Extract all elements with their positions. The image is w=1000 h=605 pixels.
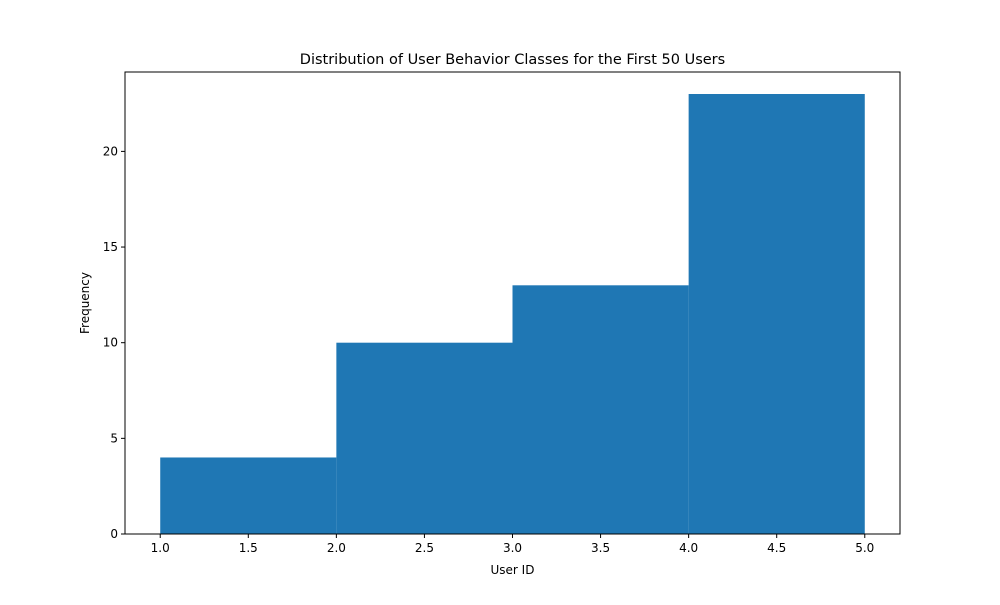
chart-title: Distribution of User Behavior Classes fo… [300, 52, 725, 68]
y-tick-label: 10 [103, 336, 118, 350]
x-tick-label: 3.0 [503, 541, 522, 555]
histogram-bar [688, 94, 865, 534]
y-axis-label: Frequency [78, 272, 92, 334]
x-tick-label: 4.0 [679, 541, 698, 555]
y-tick-label: 15 [103, 240, 118, 254]
histogram-bar [512, 285, 689, 534]
x-tick-label: 1.5 [239, 541, 258, 555]
x-axis-label: User ID [491, 563, 535, 577]
y-tick-label: 5 [110, 431, 118, 445]
y-axis-ticks: 0 5 10 15 20 [103, 144, 125, 541]
x-axis-ticks: 1.0 1.5 2.0 2.5 3.0 3.5 4.0 4.5 5.0 [151, 534, 874, 555]
x-tick-label: 1.0 [151, 541, 170, 555]
x-tick-label: 4.5 [767, 541, 786, 555]
bars-layer [160, 94, 865, 534]
histogram-bar [160, 457, 337, 534]
plot-frame [124, 71, 901, 535]
x-tick-label: 2.5 [415, 541, 434, 555]
x-tick-label: 3.5 [591, 541, 610, 555]
x-tick-label: 5.0 [855, 541, 874, 555]
y-tick-label: 20 [103, 144, 118, 158]
histogram-bar [336, 342, 513, 534]
y-tick-label: 0 [110, 527, 118, 541]
x-tick-label: 2.0 [327, 541, 346, 555]
